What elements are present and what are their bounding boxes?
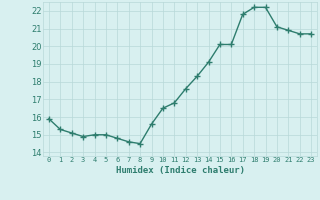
X-axis label: Humidex (Indice chaleur): Humidex (Indice chaleur) (116, 166, 244, 175)
